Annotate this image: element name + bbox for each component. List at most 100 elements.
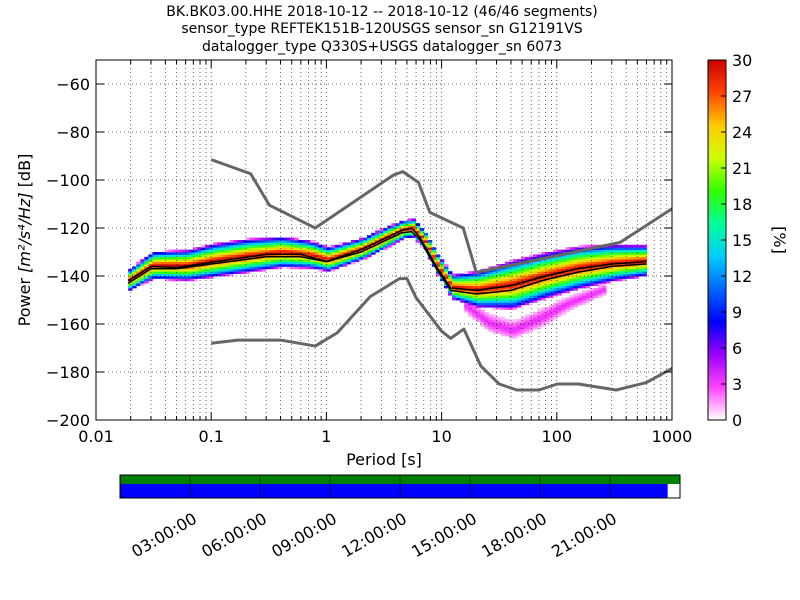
heatmap-cell [164,259,170,262]
heatmap-cell [148,268,153,272]
timeline-tick-label: 03:00:00 [128,509,200,561]
heatmap-cell [156,264,161,267]
heatmap-cell [605,256,611,260]
heatmap-cell [553,264,558,267]
heatmap-cell [431,256,437,260]
heatmap-cell [545,259,550,262]
heatmap-cell [642,271,647,274]
heatmap-cell [286,256,291,260]
heatmap-cell [626,244,631,248]
heatmap-cell [435,259,441,262]
heatmap-cell [334,259,340,262]
heatmap-cell [172,252,178,255]
heatmap-cell [249,261,255,265]
heatmap-cell [541,254,546,258]
heatmap-cell [500,283,506,286]
heatmap-cell [585,276,591,279]
heatmap-cell [626,252,631,255]
heatmap-cell [294,256,299,260]
x-tick-label: 100 [542,427,573,446]
heatmap-cell [520,297,526,301]
heatmap-cell [642,256,647,260]
heatmap-cell [589,273,595,277]
heatmap-cell [265,244,271,248]
heatmap-cell [553,309,558,313]
heatmap-cell [569,297,574,301]
heatmap-cell [160,264,165,267]
heatmap-cell [480,292,485,296]
heatmap-cell [362,256,368,260]
heatmap-cell [201,244,206,248]
heatmap-cell [221,273,226,277]
heatmap-cell [213,249,218,253]
heatmap-cell [541,297,546,301]
heatmap-cell [529,328,534,332]
heatmap-cell [593,268,599,272]
heatmap-cell [557,276,562,279]
heatmap-cell [144,273,149,277]
heatmap-cell [156,268,161,272]
heatmap-cell [585,285,591,289]
heatmap-cell [172,271,178,274]
heatmap-cell [132,280,137,284]
heatmap-cell [545,266,550,270]
heatmap-cell [476,312,481,315]
heatmap-cell [484,271,489,274]
heatmap-cell [196,271,202,274]
heatmap-cell [342,256,348,260]
heatmap-cell [508,288,514,291]
heatmap-cell [269,252,275,255]
heatmap-cell [152,268,157,272]
heatmap-cell [196,249,202,253]
heatmap-cell [443,285,449,289]
heatmap-cell [205,264,210,267]
heatmap-cell [362,244,368,248]
heatmap-cell [565,297,570,301]
heatmap-cell [330,256,336,260]
heatmap-cell [464,292,469,296]
heatmap-cell [172,268,178,272]
heatmap-cell [512,268,518,272]
heatmap-cell [233,261,238,265]
heatmap-cell [472,283,477,286]
heatmap-cell [322,254,327,258]
heatmap-cell [516,276,522,279]
heatmap-cell [443,264,449,267]
heatmap-cell [419,244,425,248]
heatmap-cell [435,264,441,267]
heatmap-cell [488,328,493,332]
heatmap-cell [549,266,554,270]
heatmap-cell [225,259,230,262]
heatmap-cell [468,295,473,298]
heatmap-cell [290,247,295,250]
heatmap-cell [180,256,186,260]
heatmap-cell [257,252,263,255]
heatmap-cell [196,268,202,272]
heatmap-cell [577,302,583,306]
heatmap-cell [529,268,534,272]
heatmap-cell [188,254,194,258]
heatmap-cell [480,316,485,320]
heatmap-cell [537,290,542,294]
heatmap-cell [638,244,643,248]
heatmap-cell [549,278,554,282]
heatmap-cell [435,261,441,265]
heatmap-cell [500,324,506,327]
heatmap-cell [638,254,643,258]
heatmap-cell [221,247,226,250]
heatmap-cell [367,242,372,246]
heatmap-cell [237,242,242,246]
heatmap-cell [379,244,384,248]
heatmap-cell [512,266,518,270]
heatmap-cell [545,295,550,298]
heatmap-cell [265,240,271,243]
heatmap-cell [557,268,562,272]
heatmap-cell [573,259,578,262]
heatmap-cell [209,266,214,270]
heatmap-cell [581,276,587,279]
heatmap-cell [516,285,522,289]
heatmap-cell [156,271,161,274]
heatmap-cell [561,278,566,282]
heatmap-cell [128,285,133,289]
heatmap-cell [524,300,530,303]
